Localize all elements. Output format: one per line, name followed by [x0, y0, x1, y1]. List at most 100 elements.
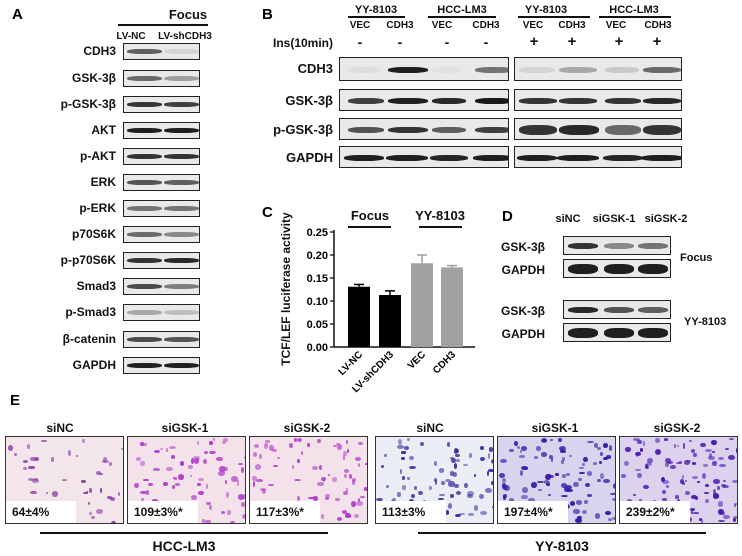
stained-cell	[133, 482, 139, 488]
stained-cell	[14, 452, 18, 457]
stained-cell	[297, 496, 301, 502]
stained-cell	[224, 479, 228, 485]
protein-band	[164, 232, 199, 237]
stained-cell	[669, 465, 677, 469]
stained-cell	[625, 447, 631, 452]
stained-cell	[237, 463, 243, 466]
stained-cell	[117, 491, 121, 497]
protein-band	[473, 155, 508, 161]
stained-cell	[690, 511, 694, 514]
stained-cell	[400, 451, 407, 454]
stained-cell	[400, 468, 403, 474]
stained-cell	[225, 492, 229, 498]
stained-cell	[582, 510, 588, 515]
stained-cell	[446, 442, 451, 448]
stained-cell	[209, 440, 213, 445]
stained-cell	[712, 461, 717, 466]
stained-cell	[700, 518, 703, 523]
stained-cell	[220, 510, 225, 515]
stained-cell	[676, 444, 680, 447]
stained-cell	[535, 446, 542, 452]
stained-cell	[27, 443, 30, 449]
stained-cell	[187, 465, 193, 469]
stained-cell	[692, 452, 697, 458]
protein-band	[519, 98, 557, 104]
panel-b-col-6: CDH3	[558, 20, 586, 31]
stained-cell	[380, 464, 384, 468]
stained-cell	[560, 459, 564, 464]
stained-cell	[253, 443, 259, 448]
stained-cell	[230, 520, 236, 523]
stained-cell	[661, 476, 666, 483]
panel-d-blot-strip	[563, 236, 671, 255]
stained-cell	[273, 464, 278, 467]
stained-cell	[456, 458, 460, 463]
protein-band	[638, 307, 668, 313]
stained-cell	[705, 484, 710, 488]
protein-band	[557, 155, 599, 161]
stained-cell	[480, 510, 487, 515]
stained-cell	[632, 437, 640, 441]
stained-cell	[76, 455, 79, 458]
stained-cell	[27, 477, 35, 481]
panel-b-col-5: VEC	[522, 20, 544, 31]
stained-cell	[440, 480, 445, 486]
panel-b-blot-untreated	[339, 89, 509, 111]
stained-cell	[575, 499, 582, 505]
stained-cell	[316, 438, 321, 443]
bar-cdh3	[441, 267, 463, 347]
stained-cell	[327, 473, 331, 476]
stained-cell	[538, 488, 543, 492]
protein-band	[127, 154, 162, 159]
stained-cell	[241, 467, 245, 473]
stained-cell	[576, 515, 583, 520]
stained-cell	[539, 480, 545, 483]
stained-cell	[357, 463, 361, 467]
stained-cell	[485, 488, 493, 494]
stained-cell	[267, 484, 275, 487]
stained-cell	[663, 438, 669, 441]
stained-cell	[111, 520, 117, 523]
stained-cell	[685, 480, 688, 483]
panel-a-blot-strip	[123, 278, 200, 295]
panel-a-row-label: ERK	[90, 175, 116, 189]
stained-cell	[717, 501, 724, 507]
stained-cell	[222, 438, 229, 442]
stained-cell	[300, 450, 304, 456]
protein-band	[127, 284, 162, 289]
stained-cell	[640, 448, 643, 452]
stained-cell	[487, 452, 490, 459]
stained-cell	[486, 471, 490, 476]
stained-cell	[642, 441, 646, 447]
stained-cell	[193, 456, 200, 460]
stained-cell	[230, 476, 238, 482]
stained-cell	[527, 497, 535, 503]
panel-a-blot-strip	[123, 43, 200, 60]
stained-cell	[690, 494, 697, 500]
panel-b-group-4: HCC-LM3	[609, 4, 659, 16]
protein-band	[604, 328, 634, 338]
stained-cell	[708, 455, 715, 461]
protein-band	[430, 155, 468, 161]
stained-cell	[557, 437, 563, 442]
protein-band	[519, 125, 557, 135]
protein-band	[127, 337, 162, 342]
panel-b-col-8: CDH3	[644, 20, 672, 31]
panel-d-row-gsk-focus: GSK-3β	[501, 240, 545, 254]
stained-cell	[332, 444, 337, 448]
stained-cell	[34, 456, 40, 462]
stained-cell	[325, 497, 330, 500]
stained-cell	[690, 508, 695, 512]
stained-cell	[297, 458, 301, 463]
stained-cell	[593, 443, 598, 449]
stained-cell	[140, 491, 147, 495]
stained-cell	[174, 476, 177, 481]
stained-cell	[478, 493, 484, 500]
stained-cell	[308, 496, 315, 500]
migration-percentage: 109±3%*	[128, 501, 198, 523]
stained-cell	[288, 443, 293, 448]
stained-cell	[376, 498, 383, 502]
stained-cell	[473, 505, 479, 511]
stained-cell	[585, 482, 591, 487]
panel-b-treat-1: -	[357, 34, 363, 50]
